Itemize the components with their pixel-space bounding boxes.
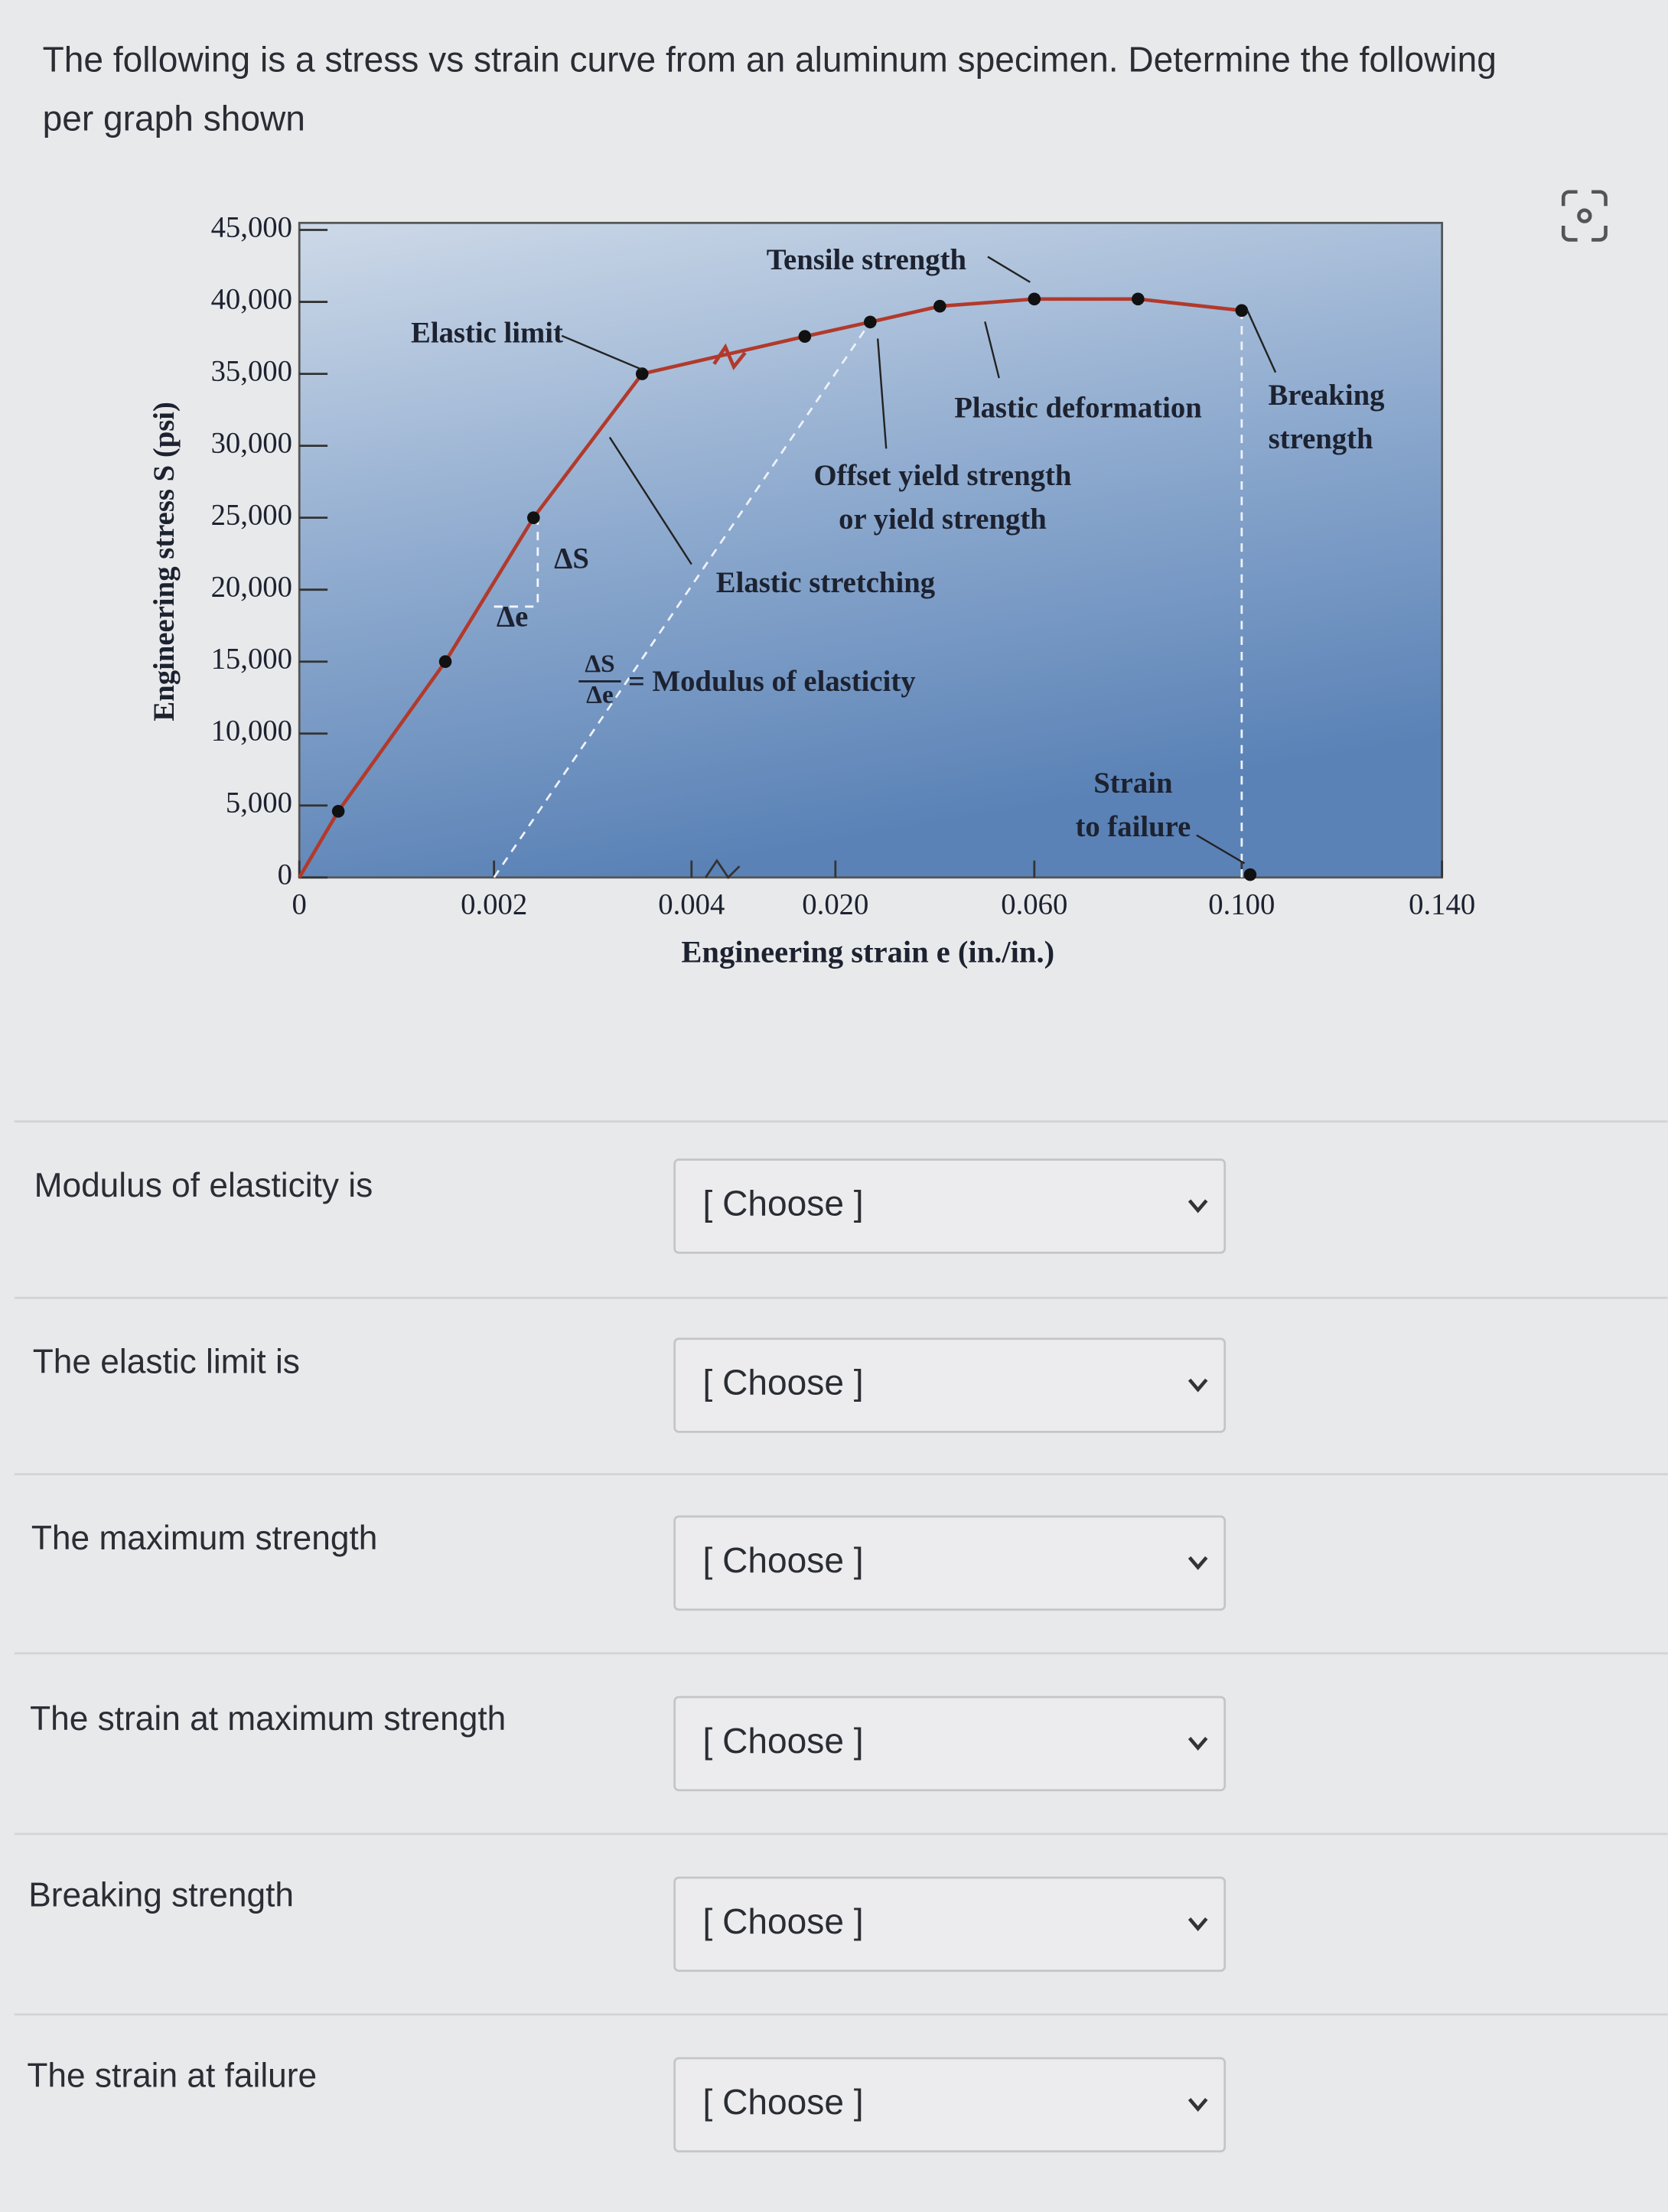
y-tick-label: 15,000 xyxy=(211,643,292,676)
select-text[interactable]: [ Choose ] xyxy=(703,1721,864,1761)
annotation: Δe xyxy=(586,680,614,709)
annotation: Elastic limit xyxy=(411,318,563,350)
row-label: The strain at failure xyxy=(27,2057,317,2095)
y-tick-label: 5,000 xyxy=(226,787,292,819)
annotation: ΔS xyxy=(554,543,589,575)
data-point xyxy=(635,367,649,380)
question-line: The following is a stress vs strain curv… xyxy=(43,39,1497,79)
annotation: Plastic deformation xyxy=(954,392,1202,424)
chevron[interactable] xyxy=(1187,1378,1208,1393)
select-dropdown[interactable]: [ Choose ] xyxy=(673,1158,1227,1254)
data-point xyxy=(1028,292,1041,306)
select-dropdown[interactable]: [ Choose ] xyxy=(673,2057,1227,2153)
x-tick-label: 0.140 xyxy=(1409,888,1475,920)
select-box[interactable] xyxy=(673,1696,1227,1792)
row-label: The elastic limit is xyxy=(33,1344,300,1381)
x-tick-label: 0.002 xyxy=(461,888,527,920)
x-tick-label: 0.100 xyxy=(1208,888,1275,920)
select-box[interactable] xyxy=(673,1876,1227,1973)
data-point xyxy=(864,315,877,329)
select-text[interactable]: [ Choose ] xyxy=(703,2082,864,2122)
y-tick-label: 25,000 xyxy=(211,500,292,532)
y-tick-label: 0 xyxy=(278,859,292,891)
row-label: The strain at maximum strength xyxy=(30,1700,506,1738)
chevron[interactable] xyxy=(1187,2098,1208,2112)
annotation: Offset yield strength xyxy=(814,460,1072,492)
leader-line xyxy=(984,321,1000,379)
data-point xyxy=(1132,292,1145,306)
data-point xyxy=(331,805,345,818)
annotation: or yield strength xyxy=(839,503,1047,536)
leader-line xyxy=(876,338,888,449)
x-tick-label: 0.060 xyxy=(1001,888,1067,920)
annotation: = Modulus of elasticity xyxy=(628,666,916,698)
data-point xyxy=(438,655,452,669)
y-tick-label: 10,000 xyxy=(211,715,292,748)
select-box[interactable] xyxy=(673,2057,1227,2153)
select-text[interactable]: [ Choose ] xyxy=(703,1363,864,1402)
y-tick-label: 40,000 xyxy=(211,283,292,315)
x-tick-label: 0 xyxy=(292,888,307,920)
leader-line xyxy=(987,256,1031,283)
select-box[interactable] xyxy=(673,1337,1227,1433)
select-text[interactable]: [ Choose ] xyxy=(703,1184,864,1223)
row-label: Breaking strength xyxy=(28,1877,294,1914)
select-dropdown[interactable]: [ Choose ] xyxy=(673,1876,1227,1973)
x-tick-label: 0.004 xyxy=(658,888,725,920)
select-box[interactable] xyxy=(673,1158,1227,1254)
select-dropdown[interactable]: [ Choose ] xyxy=(673,1515,1227,1611)
data-point xyxy=(933,299,946,313)
select-box[interactable] xyxy=(673,1515,1227,1611)
leader-line xyxy=(608,436,692,565)
chevron[interactable] xyxy=(1187,1737,1208,1751)
select-dropdown[interactable]: [ Choose ] xyxy=(673,1696,1227,1792)
select-text[interactable]: [ Choose ] xyxy=(703,1540,864,1580)
offset-line xyxy=(493,321,871,878)
annotation: Strain xyxy=(1093,767,1172,800)
data-point xyxy=(526,511,540,524)
annotation: Breaking xyxy=(1268,380,1384,412)
y-tick-label: 30,000 xyxy=(211,428,292,460)
chevron[interactable] xyxy=(1187,1199,1208,1214)
data-point xyxy=(1235,304,1249,318)
row-label: Modulus of elasticity is xyxy=(34,1167,373,1204)
x-tick-label: 0.020 xyxy=(802,888,868,920)
annotation: Δe xyxy=(497,601,528,633)
chevron[interactable] xyxy=(1187,1917,1208,1931)
x-axis-label: Engineering strain e (in./in.) xyxy=(681,935,1054,969)
annotation: Elastic stretching xyxy=(716,567,935,599)
leader-line xyxy=(1196,834,1246,865)
question-line: per graph shown xyxy=(43,99,305,138)
y-tick-label: 35,000 xyxy=(211,355,292,387)
annotation: Tensile strength xyxy=(767,244,966,276)
data-point xyxy=(798,330,812,343)
failure-point xyxy=(1243,868,1257,881)
row-label: The maximum strength xyxy=(31,1520,377,1557)
annotation: strength xyxy=(1269,423,1373,455)
annotation: to failure xyxy=(1075,811,1191,843)
plot-area xyxy=(298,221,1444,879)
y-tick-label: 45,000 xyxy=(211,211,292,243)
camera-icon[interactable] xyxy=(1561,190,1608,242)
leader-line xyxy=(1246,310,1277,373)
y-tick-label: 20,000 xyxy=(211,572,292,604)
select-text[interactable]: [ Choose ] xyxy=(703,1901,864,1941)
chart: 0 5,000 10,000 15,000 20,000 25,000 30,000 35,0… xyxy=(211,211,1476,920)
axis-break xyxy=(705,858,741,879)
chevron[interactable] xyxy=(1187,1556,1208,1570)
curve-break xyxy=(712,343,747,370)
leader-line xyxy=(561,334,643,371)
form: Modulus of elasticity is [ Choose ] The el… xyxy=(14,1120,1668,2153)
select-dropdown[interactable]: [ Choose ] xyxy=(673,1337,1227,1433)
y-axis-label: Engineering stress S (psi) xyxy=(148,402,181,722)
annotation: ΔS xyxy=(585,650,614,678)
